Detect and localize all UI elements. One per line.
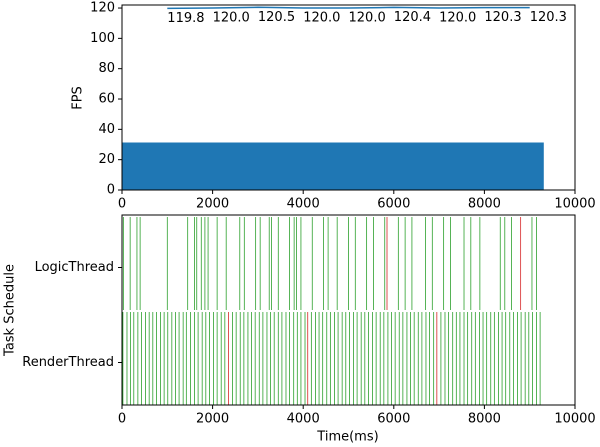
y-axis-label: Task Schedule [3,264,18,357]
x-tick-label: 6000 [377,197,410,212]
value-label: 119.8 [167,11,204,26]
x-tick-label: 4000 [287,412,320,427]
x-tick-label: 0 [118,412,126,427]
y-tick-label: 80 [98,61,115,76]
y-tick-label: 120 [90,1,115,16]
x-tick-label: 8000 [468,412,501,427]
value-label: 120.0 [303,11,340,26]
y-tick-label: 0 [107,183,115,198]
value-label: 120.0 [213,11,250,26]
value-label: 120.0 [349,11,386,26]
y-tick-label: RenderThread [22,355,114,370]
x-tick-label: 8000 [468,197,501,212]
x-axis-label: Time(ms) [316,430,378,445]
y-axis-label: FPS [71,86,86,110]
fps-area [121,142,544,191]
x-tick-label: 10000 [554,197,595,212]
value-label: 120.5 [258,10,295,25]
y-tick-label: 40 [98,122,115,137]
y-tick-label: 100 [90,31,115,46]
y-tick-label: 20 [98,152,115,167]
value-label: 120.0 [439,11,476,26]
y-tick-label: LogicThread [35,260,114,275]
value-label: 120.3 [530,10,567,25]
plot-frame [121,4,576,191]
plot-frame [121,214,576,406]
value-label: 120.4 [394,10,431,25]
x-tick-label: 4000 [287,197,320,212]
x-tick-label: 2000 [196,412,229,427]
x-tick-label: 0 [118,197,126,212]
x-tick-label: 2000 [196,197,229,212]
x-tick-label: 10000 [554,412,595,427]
y-tick-label: 60 [98,92,115,107]
value-label: 120.3 [484,10,521,25]
fps-line [167,6,530,10]
x-tick-label: 6000 [377,412,410,427]
